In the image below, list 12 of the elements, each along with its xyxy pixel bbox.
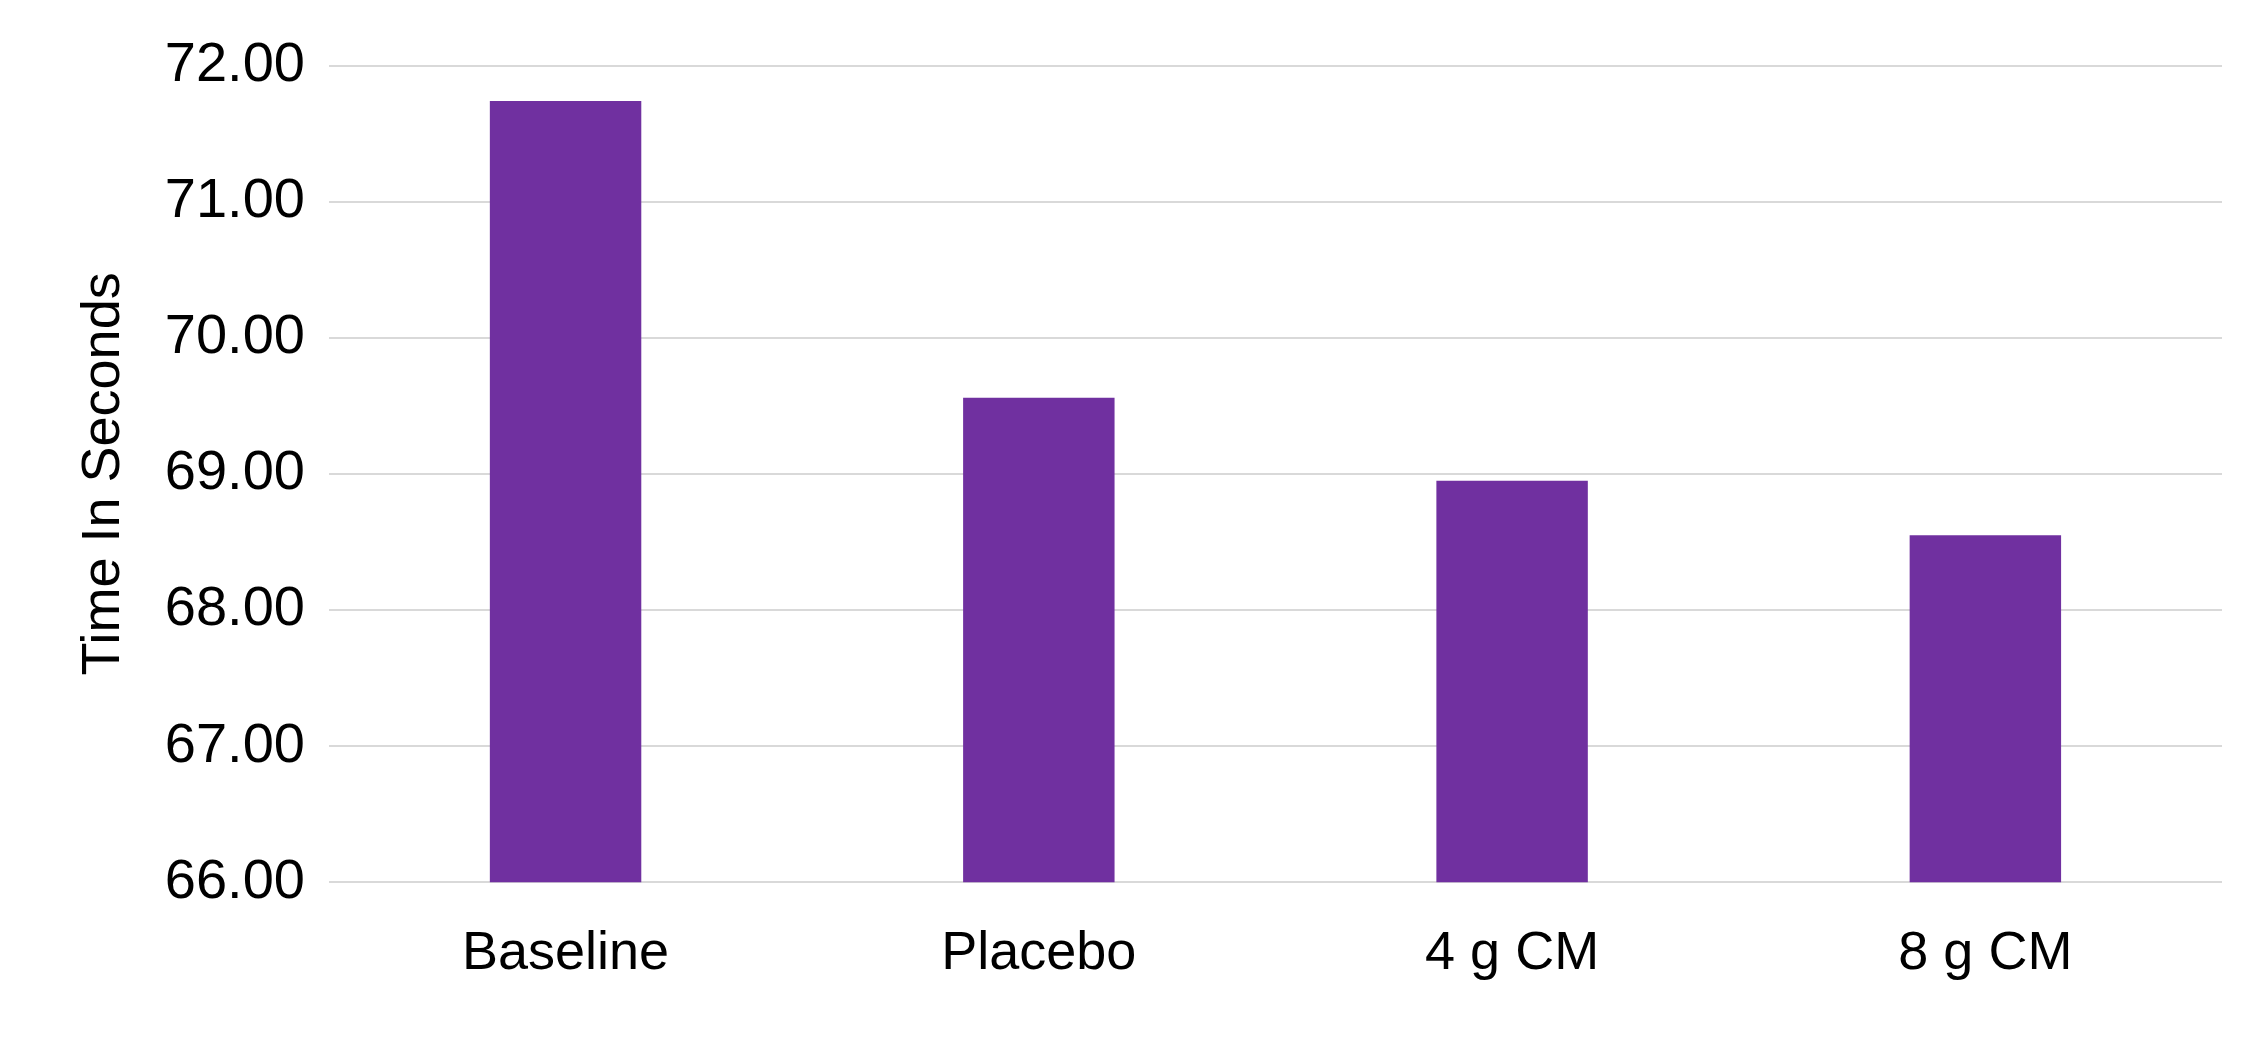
y-tick-label: 67.00 <box>164 710 305 774</box>
y-tick-label: 68.00 <box>164 574 305 638</box>
x-tick-label: 8 g CM <box>1898 920 2073 981</box>
y-tick-label: 71.00 <box>164 166 305 230</box>
y-tick-label: 69.00 <box>164 438 305 502</box>
y-tick-label: 70.00 <box>164 302 305 366</box>
y-tick-label: 66.00 <box>164 846 305 910</box>
y-tick-label: 72.00 <box>164 30 305 94</box>
x-tick-label: Placebo <box>941 920 1137 981</box>
x-tick-label: 4 g CM <box>1425 920 1600 981</box>
y-axis-title: Time In Seconds <box>70 272 131 676</box>
x-tick-label: Baseline <box>462 920 670 981</box>
